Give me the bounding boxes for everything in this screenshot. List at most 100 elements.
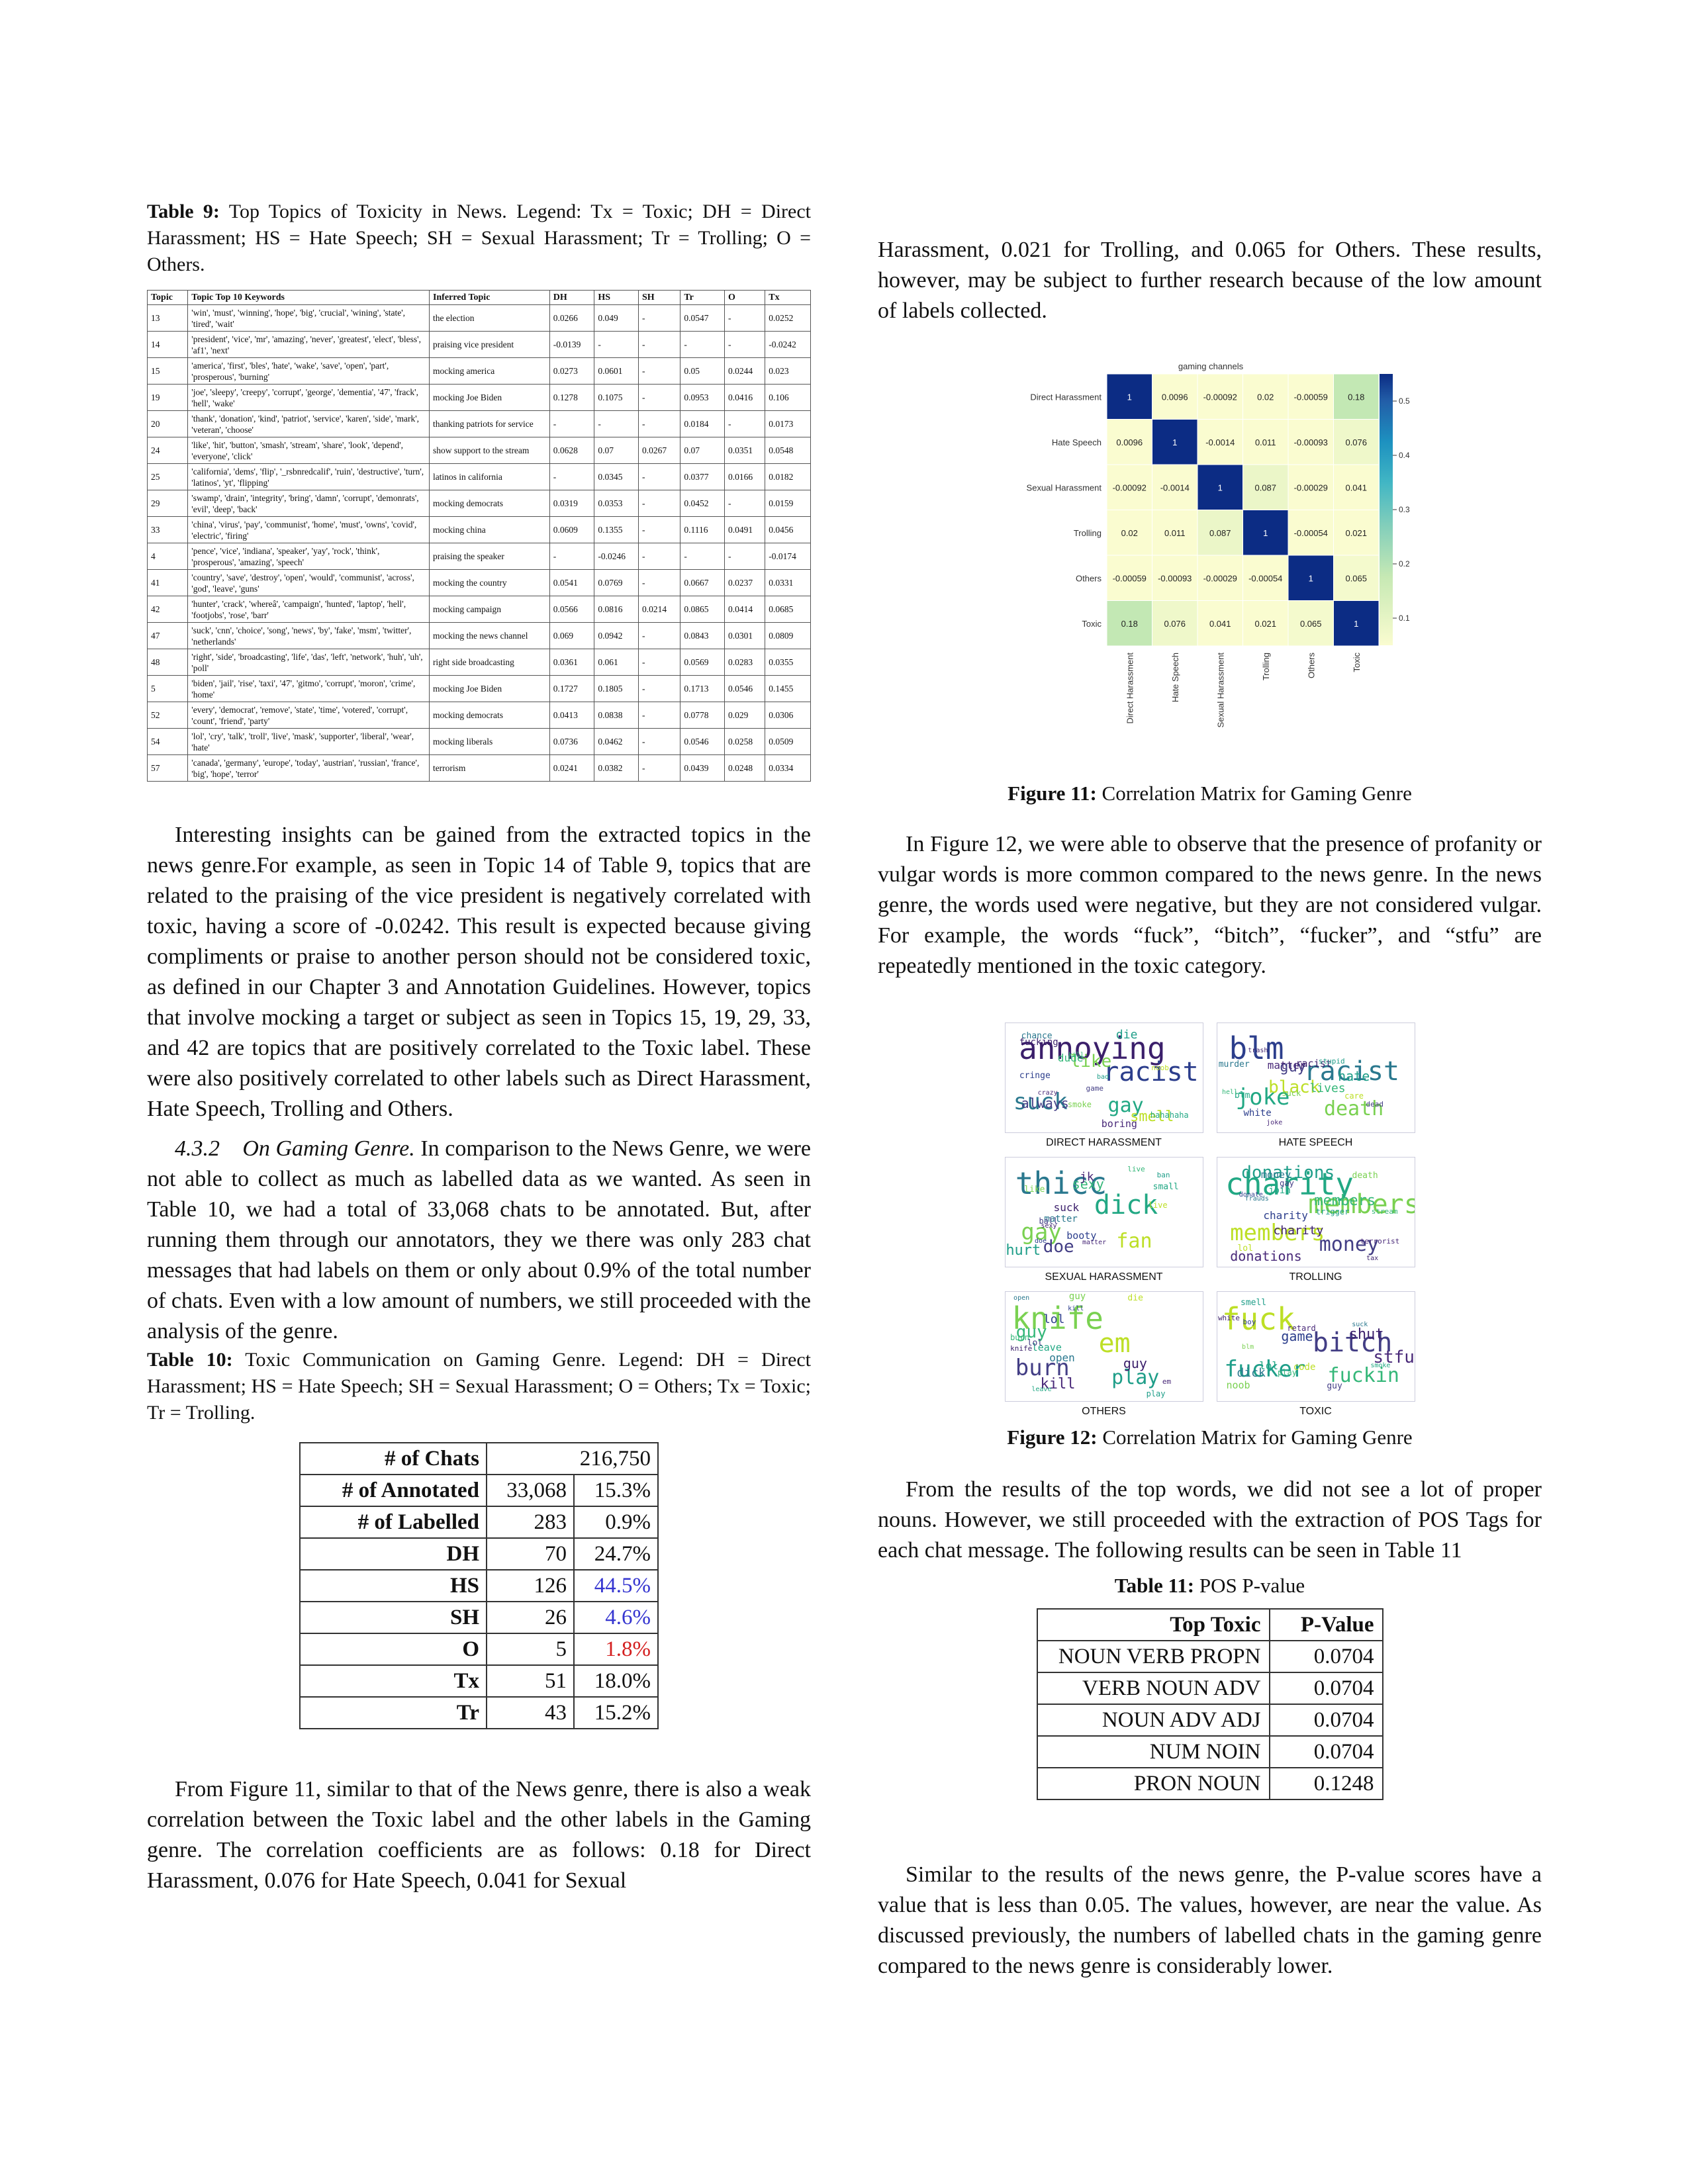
wordcloud-word: leave [1031,1386,1052,1394]
wordcloud-word: stupid [1318,1057,1345,1066]
wordcloud-word: white [1217,1314,1241,1323]
wordcloud-word: code [1293,1362,1316,1373]
table-cell: 0.0685 [765,596,811,623]
wordcloud-word: tax [1366,1254,1379,1262]
wordcloud-word: bitch [1312,1327,1393,1358]
table-cell: 13 [146,304,189,332]
paragraph-profanity: In Figure 12, we were able to observe th… [878,832,1542,978]
table-row: Tx 51 18.0% [299,1664,659,1698]
table-row: Tr 43 15.2% [299,1696,659,1729]
table-cell: - [724,543,766,570]
table-cell: 0.0301 [724,622,766,649]
wordcloud-word: suck [1053,1201,1080,1214]
table-cell: 'hunter', 'crack', 'whereâ', 'campaign',… [187,596,430,623]
table-cell: 0.0258 [724,728,766,755]
wordcloud-word: guy [1123,1355,1147,1371]
heatmap-cell-label: 0.041 [1209,619,1231,629]
table9-header-row: Topic Topic Top 10 Keywords Inferred Topic… [146,290,811,305]
figure12-caption-label: Figure 12: [1007,1426,1098,1449]
heatmap-cell [1106,510,1152,556]
table-row: 41'country', 'save', 'destroy', 'open', … [146,569,811,596]
heatmap-cell-label: 1 [1354,619,1358,629]
table-cell: 0.0541 [549,569,595,596]
heatmap-cell [1243,419,1289,465]
table-cell: thanking patriots for service [428,410,550,437]
wordcloud-word: charity [1263,1209,1308,1222]
table-cell: 52 [146,702,189,729]
wordcloud-word: annoying [1019,1030,1166,1066]
heatmap-cell-label: 0.076 [1345,437,1367,447]
heatmap-cell-label: 1 [1127,392,1132,402]
wordcloud-word: like [1024,1185,1045,1195]
wordcloud-word: kill [1068,1051,1084,1059]
table-cell: 33 [146,516,189,543]
table-cell: 0.0865 [680,596,725,623]
table-cell: - [549,410,595,437]
table10-row-label: Tx [299,1664,487,1698]
wordcloud-word: blm [1242,1343,1254,1351]
wordcloud-word: live [1127,1164,1145,1173]
table-cell: 0.0628 [549,437,595,464]
wordcloud-word: lol [1237,1244,1253,1254]
heatmap-col-label: Hate Speech [1170,653,1180,702]
table-cell: 0.0237 [724,569,766,596]
table-cell: 'lol', 'cry', 'talk', 'troll', 'live', '… [187,728,430,755]
wordcloud-label: OTHERS [1082,1406,1126,1417]
table-cell: 'china', 'virus', 'pay', 'communist', 'h… [187,516,430,543]
table-row: DH 70 24.7% [299,1537,659,1570]
figure11-caption-text: Correlation Matrix for Gaming Genre [1102,782,1412,805]
heatmap-cell-label: -0.0014 [1205,437,1235,447]
table-cell: 0.0351 [724,437,766,464]
wordcloud-word: burn [1010,1332,1029,1342]
table-row: 24'like', 'hit', 'button', 'smash', 'str… [146,437,811,464]
heatmap-cell-label: -0.00092 [1113,482,1147,492]
table9-caption-label: Table 9: [147,201,220,222]
heatmap-cell-label: -0.00093 [1158,573,1192,583]
table-cell: 0.0166 [724,463,766,490]
table-cell: 29 [146,490,189,517]
heatmap-row-label: Direct Harassment [1030,392,1102,402]
table-cell: -0.0139 [549,331,595,358]
heatmap-cell [1152,464,1198,510]
table10-row-count: 26 [486,1601,575,1634]
wordcloud-word: death [1352,1170,1378,1181]
wordcloud-word: thicc [1015,1165,1107,1201]
wordcloud-word: noob [1226,1379,1250,1392]
wordcloud-label: DIRECT HARASSMENT [1046,1137,1162,1148]
heatmap-cell-label: 1 [1309,573,1313,583]
figure12-wordclouds: annoying racist suck gay like smell always die d… [1004,1023,1415,1418]
table10-row-label: # of Labelled [299,1506,487,1539]
table-cell: 0.0241 [549,754,595,782]
wordcloud-word: cringe [1019,1071,1051,1081]
wordcloud-word: boy [1243,1317,1256,1326]
table-row: VERB NOUN ADV 0.0704 [1036,1672,1383,1705]
wordcloud-word: dude [1057,1051,1084,1064]
table-cell: 0.0546 [724,675,766,702]
wordcloud-word: knife [1010,1344,1033,1353]
wordcloud-word: members [1314,1192,1376,1209]
wordcloud-word: suck [1282,1088,1301,1098]
table11-header-row: Top Toxic P-Value [1036,1608,1383,1641]
table9-caption-text: Top Topics of Toxicity in News. Legend: … [147,201,811,275]
heatmap-cell-label: -0.00092 [1203,392,1237,402]
heatmap-cell-label: -0.00029 [1294,482,1328,492]
table10-row-label: SH [299,1601,487,1634]
wordcloud-word: retard [1287,1324,1316,1334]
wordcloud-word: care [1344,1091,1364,1101]
wordcloud-word: live [1148,1201,1168,1210]
wordcloud-word: racist [1103,1057,1199,1088]
table11-pvalue-cell: 0.0704 [1268,1672,1383,1705]
table-cell: 25 [146,463,189,490]
table-cell: 48 [146,649,189,676]
heatmap-cell [1152,373,1198,420]
table11: Top Toxic P-Value NOUN VERB PROPN 0.0704 V… [1036,1608,1383,1800]
table-cell: - [637,622,681,649]
table10-row-pct: 1.8% [573,1633,659,1666]
wordcloud-word: joke [1235,1084,1290,1111]
wordcloud-word: ban [1156,1171,1170,1180]
table10-chats-value: 216,750 [486,1442,659,1475]
wordcloud-word: game [1086,1083,1104,1093]
table-cell: 0.0353 [594,490,639,517]
heatmap-cell-label: 0.076 [1164,619,1186,629]
wordcloud-word: black [1268,1077,1321,1097]
